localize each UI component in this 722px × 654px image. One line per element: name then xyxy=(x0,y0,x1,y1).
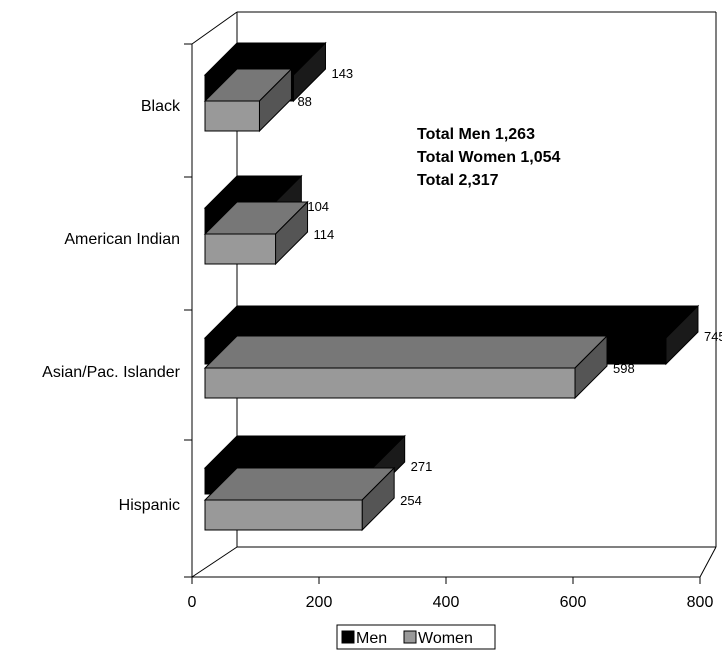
side-wall-top xyxy=(191,11,238,45)
legend-label-men: Men xyxy=(356,630,387,647)
bar-women-asian-pac-islander-front-face xyxy=(204,367,576,399)
total-men-text: Total Men 1,263 xyxy=(417,126,535,143)
legend-swatch-women xyxy=(403,630,417,644)
bar-women-asian-pac-islander-value-label: 598 xyxy=(613,361,635,376)
bar-men-asian-pac-islander-top-face xyxy=(203,305,700,339)
bar-men-american-indian-value-label: 104 xyxy=(307,199,329,214)
bar-women-asian-pac-islander-top-face xyxy=(203,335,609,369)
bar-women-hispanic-top-face xyxy=(203,467,396,501)
legend-label-women: Women xyxy=(418,630,473,647)
floor-right-edge xyxy=(699,546,717,578)
bar-men-hispanic-top-face xyxy=(203,435,406,469)
bar-women-black-front-face xyxy=(204,100,260,132)
bar-men-black-value-label: 143 xyxy=(331,66,353,81)
legend-swatch-men xyxy=(341,630,355,644)
bar-women-hispanic-front-face xyxy=(204,499,363,531)
bar-women-american-indian-value-label: 114 xyxy=(314,227,335,242)
category-label-hispanic: Hispanic xyxy=(119,497,180,514)
bar-women-hispanic-value-label: 254 xyxy=(400,493,422,508)
bar-men-hispanic-value-label: 271 xyxy=(411,459,433,474)
category-label-american-indian: American Indian xyxy=(64,231,180,248)
legend: Men Women xyxy=(336,624,496,650)
x-tick-label-400: 400 xyxy=(433,594,460,611)
side-wall-bottom xyxy=(191,546,238,578)
x-tick-label-600: 600 xyxy=(560,594,587,611)
total-text: Total 2,317 xyxy=(417,172,499,189)
bar-women-american-indian-front-face xyxy=(204,233,277,265)
bar-women-black-value-label: 88 xyxy=(297,94,311,109)
bar-men-asian-pac-islander-value-label: 745 xyxy=(704,329,722,344)
x-axis-ticks: 0 200 400 600 800 xyxy=(188,577,714,611)
x-tick-label-0: 0 xyxy=(188,594,197,611)
category-label-black: Black xyxy=(141,98,181,115)
totals-annotation: Total Men 1,263 Total Women 1,054 Total … xyxy=(417,126,561,189)
x-tick-label-800: 800 xyxy=(687,594,714,611)
bars-group: 143 88 104 114 745 598 271 254 xyxy=(203,41,722,532)
category-label-asian-pac-islander: Asian/Pac. Islander xyxy=(42,364,181,381)
category-labels: Black American Indian Asian/Pac. Islander H… xyxy=(42,98,181,514)
x-tick-label-200: 200 xyxy=(306,594,333,611)
total-women-text: Total Women 1,054 xyxy=(417,149,561,166)
